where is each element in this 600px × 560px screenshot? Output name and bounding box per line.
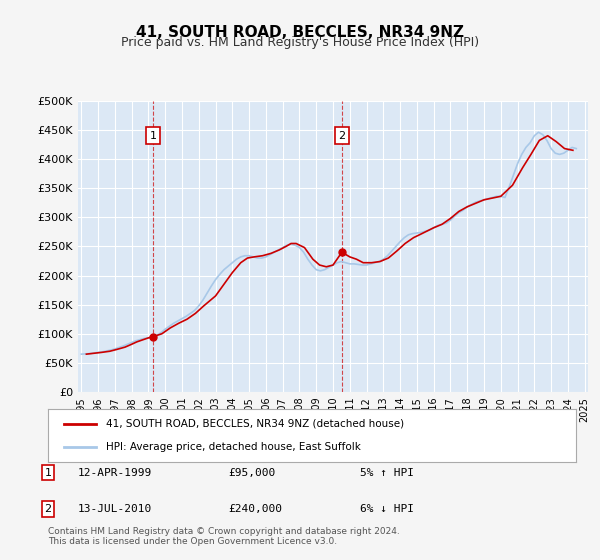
Text: 2: 2 [338, 130, 346, 141]
Text: 12-APR-1999: 12-APR-1999 [78, 468, 152, 478]
Text: 13-JUL-2010: 13-JUL-2010 [78, 504, 152, 514]
Text: 2: 2 [44, 504, 52, 514]
Text: £95,000: £95,000 [228, 468, 275, 478]
Text: 5% ↑ HPI: 5% ↑ HPI [360, 468, 414, 478]
Text: 1: 1 [44, 468, 52, 478]
Text: Contains HM Land Registry data © Crown copyright and database right 2024.
This d: Contains HM Land Registry data © Crown c… [48, 526, 400, 546]
Text: 1: 1 [149, 130, 157, 141]
Text: £240,000: £240,000 [228, 504, 282, 514]
Text: 6% ↓ HPI: 6% ↓ HPI [360, 504, 414, 514]
Text: 41, SOUTH ROAD, BECCLES, NR34 9NZ (detached house): 41, SOUTH ROAD, BECCLES, NR34 9NZ (detac… [106, 419, 404, 429]
Text: HPI: Average price, detached house, East Suffolk: HPI: Average price, detached house, East… [106, 442, 361, 452]
Text: 41, SOUTH ROAD, BECCLES, NR34 9NZ: 41, SOUTH ROAD, BECCLES, NR34 9NZ [136, 25, 464, 40]
Text: Price paid vs. HM Land Registry's House Price Index (HPI): Price paid vs. HM Land Registry's House … [121, 36, 479, 49]
